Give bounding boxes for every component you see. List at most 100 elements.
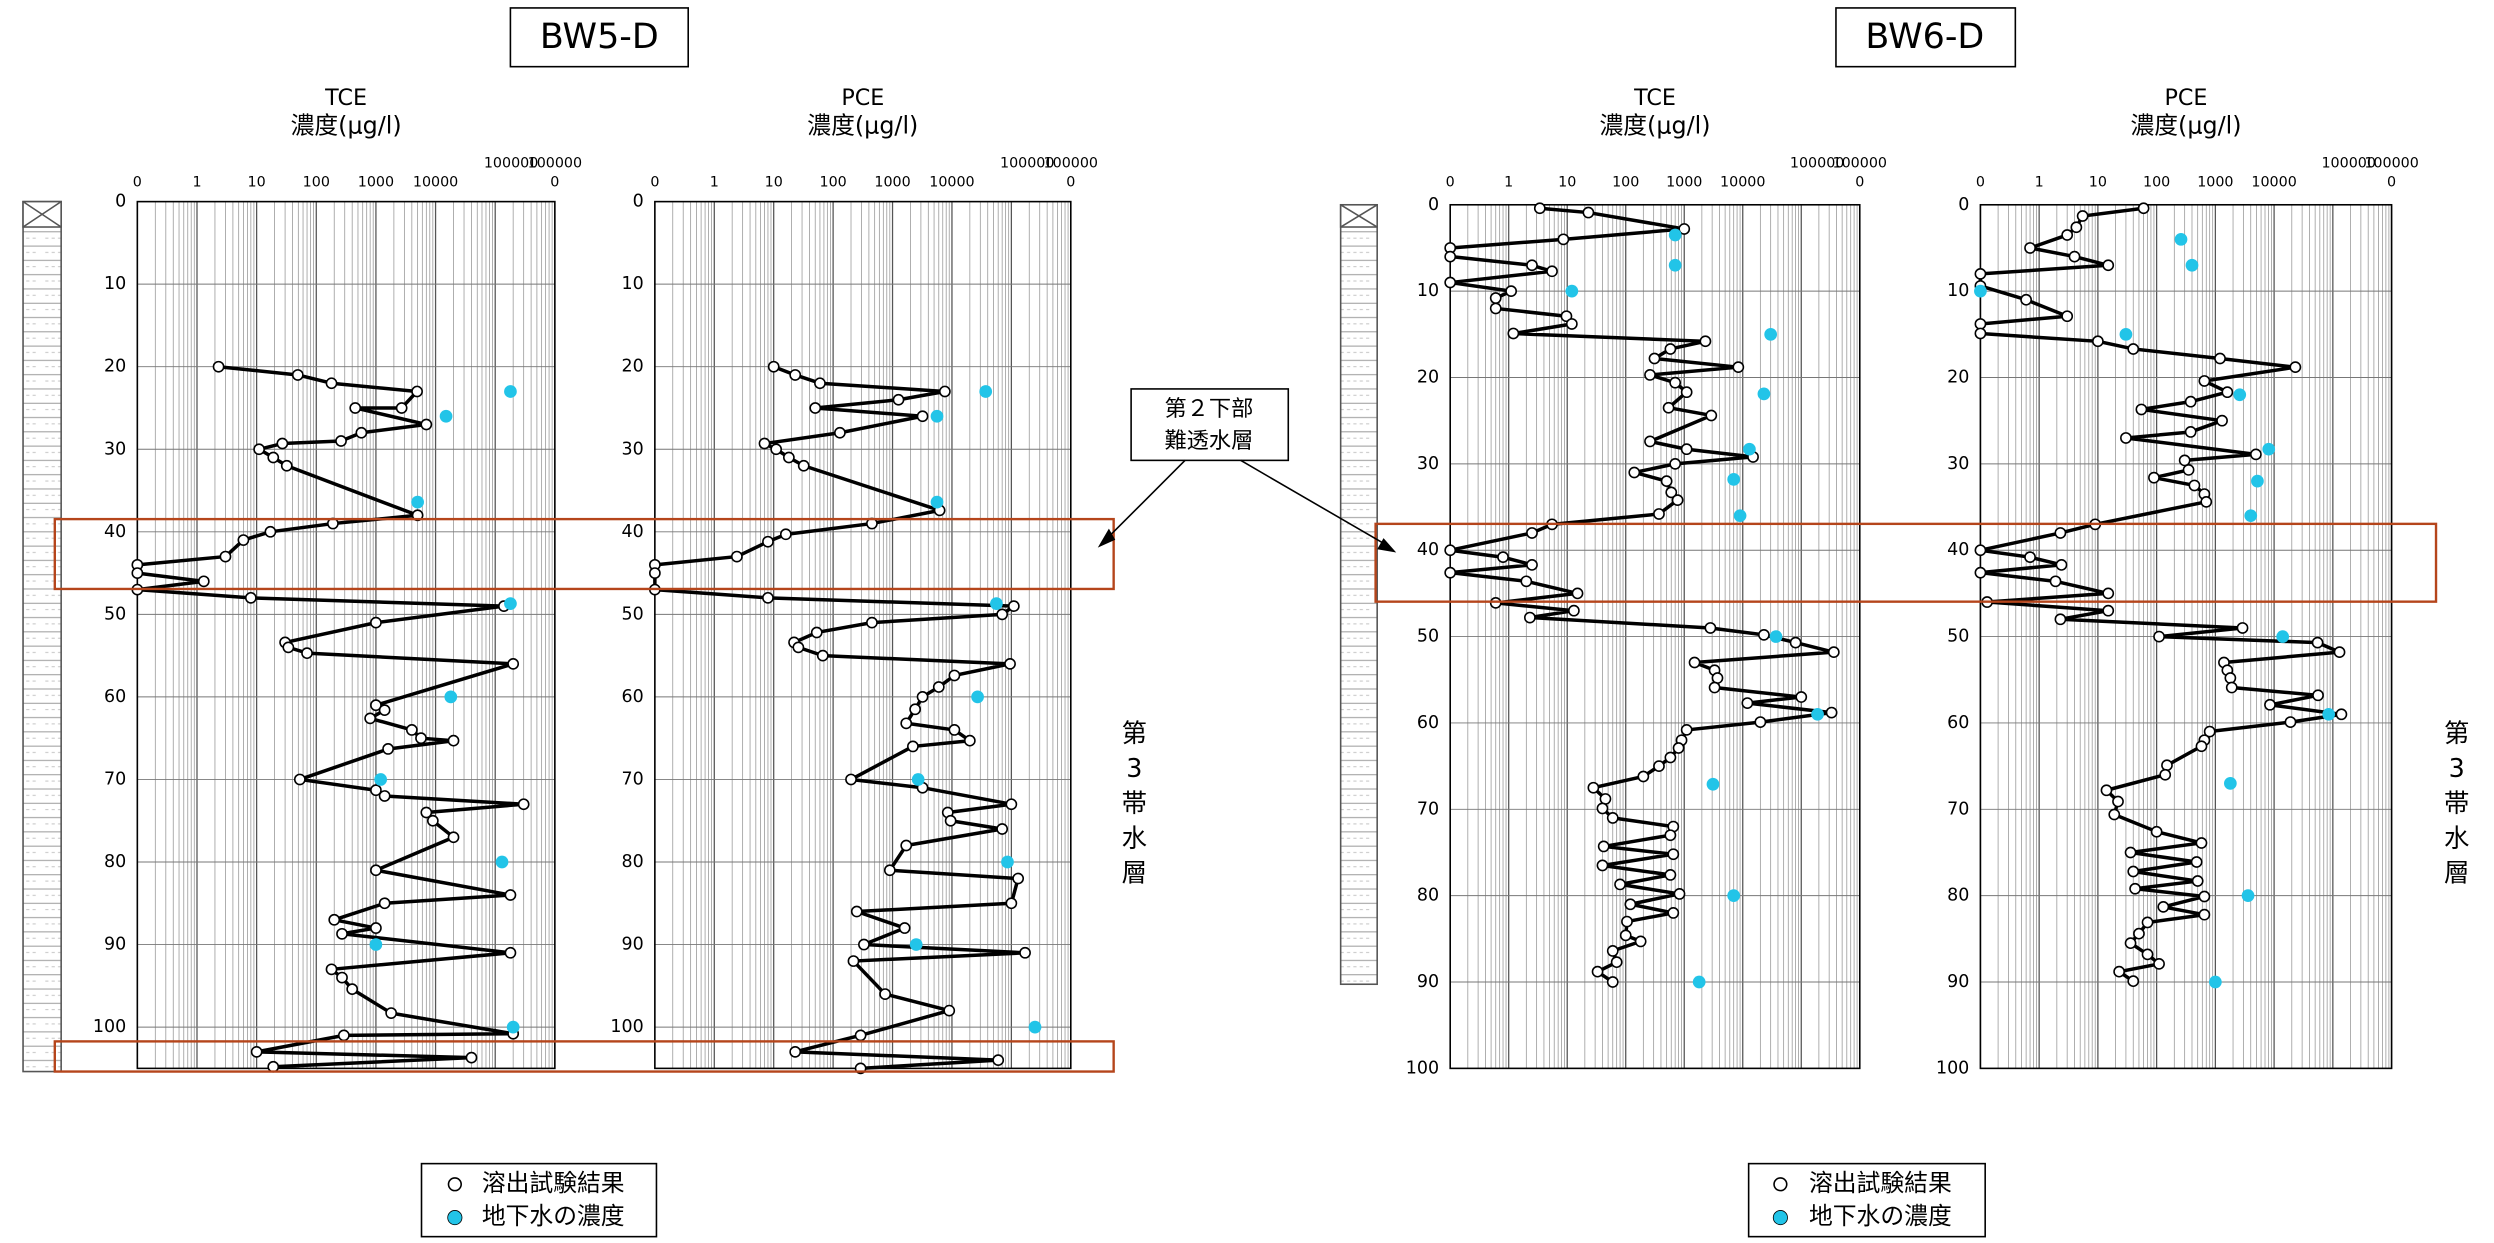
test-point: [220, 551, 230, 561]
test-point: [2237, 623, 2247, 633]
y-tick-label: 80: [622, 852, 644, 872]
test-point: [852, 906, 862, 916]
test-point: [337, 929, 347, 939]
test-point: [1621, 930, 1631, 940]
annotation-text: 第: [1122, 718, 1147, 748]
x-tick-label: 1: [710, 175, 719, 191]
test-point: [1649, 353, 1659, 363]
lithology-column: [23, 202, 1377, 1072]
y-tick-label: 20: [1417, 368, 1439, 388]
y-tick-label: 50: [104, 604, 126, 624]
test-point: [949, 725, 959, 735]
test-point: [1975, 328, 1985, 338]
y-tick-label: 10: [622, 274, 644, 294]
test-point: [252, 1047, 262, 1057]
y-tick-label: 40: [622, 522, 644, 542]
test-point: [246, 593, 256, 603]
test-point: [380, 705, 390, 715]
test-point: [337, 972, 347, 982]
x-tick-label: 0: [2387, 175, 2396, 191]
x-tick-label: 0: [1855, 175, 1864, 191]
test-point: [2103, 260, 2113, 270]
x-tick-label: 10000: [929, 175, 974, 191]
groundwater-point: [2262, 443, 2275, 456]
test-point: [1600, 794, 1610, 804]
test-point: [282, 461, 292, 471]
chart-title: TCE: [324, 85, 367, 111]
test-point: [1759, 630, 1769, 640]
y-tick-label: 60: [104, 687, 126, 707]
groundwater-point: [971, 691, 984, 704]
test-point: [421, 419, 431, 429]
chart-title: TCE: [1633, 85, 1676, 111]
test-point: [2025, 552, 2035, 562]
test-point: [1662, 476, 1672, 486]
y-tick-label: 60: [1947, 713, 1969, 733]
test-point: [268, 452, 278, 462]
test-point: [2217, 416, 2227, 426]
test-point: [2313, 638, 2323, 648]
test-point: [781, 529, 791, 539]
test-point: [1597, 860, 1607, 870]
y-tick-label: 60: [622, 687, 644, 707]
x-tick-label: 10: [2089, 175, 2107, 191]
x-tick-label: 100000: [1044, 156, 1098, 172]
test-point: [846, 774, 856, 784]
legend-text: 地下水の濃度: [482, 1202, 625, 1230]
groundwater-point: [1669, 229, 1682, 242]
test-point: [1670, 378, 1680, 388]
groundwater-point: [1811, 708, 1824, 721]
test-point: [1645, 436, 1655, 446]
chart-title: PCE: [841, 85, 884, 111]
y-tick-label: 10: [1417, 281, 1439, 301]
annotation-text: 層: [2444, 858, 2469, 888]
test-point: [2199, 910, 2209, 920]
test-point: [1654, 509, 1664, 519]
test-point: [2201, 497, 2211, 507]
test-point: [1636, 936, 1646, 946]
test-point: [2193, 876, 2203, 886]
test-point: [347, 984, 357, 994]
test-point: [867, 618, 877, 628]
test-point: [900, 923, 910, 933]
test-point: [2158, 902, 2168, 912]
annotation-text: 帯: [1122, 788, 1147, 818]
test-point: [2128, 344, 2138, 354]
test-point: [365, 713, 375, 723]
test-point: [1673, 495, 1683, 505]
test-point: [1668, 908, 1678, 918]
test-point: [1682, 725, 1692, 735]
test-point: [2192, 857, 2202, 867]
test-point: [329, 915, 339, 925]
test-point: [505, 890, 515, 900]
test-point: [1527, 260, 1537, 270]
groundwater-point: [2276, 630, 2289, 643]
test-point: [1491, 293, 1501, 303]
x-tick-label: 0: [550, 175, 559, 191]
test-point: [1645, 370, 1655, 380]
test-point: [295, 774, 305, 784]
test-point: [2149, 473, 2159, 483]
legend-text: 地下水の濃度: [1809, 1202, 1952, 1230]
annotation-text: 3: [2449, 753, 2465, 783]
test-point: [2290, 362, 2300, 372]
test-point: [302, 648, 312, 658]
test-point: [2285, 717, 2295, 727]
groundwater-point: [2322, 708, 2335, 721]
test-point: [2180, 455, 2190, 465]
test-point: [254, 444, 264, 454]
test-point: [917, 411, 927, 421]
test-point: [1712, 673, 1722, 683]
groundwater-point: [2224, 777, 2237, 790]
test-point: [2154, 959, 2164, 969]
test-point: [397, 403, 407, 413]
legend-marker: [448, 1178, 461, 1191]
test-point: [356, 428, 366, 438]
test-point: [2113, 796, 2123, 806]
test-point: [893, 395, 903, 405]
groundwater-point: [2251, 475, 2264, 488]
test-point: [2152, 827, 2162, 837]
test-point: [1612, 957, 1622, 967]
groundwater-point: [440, 410, 453, 423]
test-point: [2056, 560, 2066, 570]
